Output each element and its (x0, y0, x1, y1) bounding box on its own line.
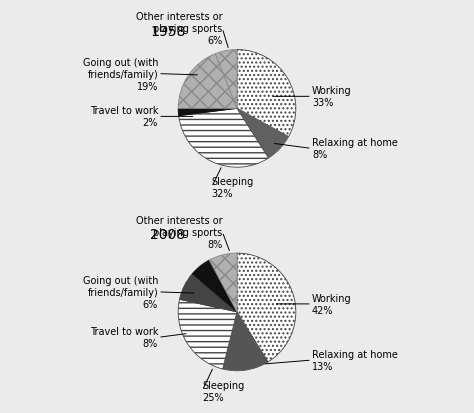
Text: Other interests or
playing sports
8%: Other interests or playing sports 8% (136, 215, 222, 249)
Text: Going out (with
friends/family)
19%: Going out (with friends/family) 19% (82, 57, 158, 91)
Text: Travel to work
8%: Travel to work 8% (90, 327, 158, 349)
Text: Sleeping
25%: Sleeping 25% (202, 380, 245, 402)
Wedge shape (179, 109, 269, 168)
Wedge shape (178, 299, 237, 369)
Wedge shape (192, 261, 237, 312)
Wedge shape (178, 55, 237, 109)
Wedge shape (215, 50, 237, 109)
Text: Going out (with
friends/family)
6%: Going out (with friends/family) 6% (82, 275, 158, 309)
Wedge shape (237, 254, 296, 362)
Text: Travel to work
2%: Travel to work 2% (90, 106, 158, 128)
Wedge shape (209, 254, 237, 312)
Text: 2008: 2008 (150, 228, 185, 242)
Text: Relaxing at home
13%: Relaxing at home 13% (312, 349, 398, 371)
Text: Working
42%: Working 42% (312, 293, 352, 315)
Text: Sleeping
32%: Sleeping 32% (211, 177, 254, 199)
Text: Other interests or
playing sports
6%: Other interests or playing sports 6% (136, 12, 222, 46)
Wedge shape (237, 109, 289, 159)
Wedge shape (178, 109, 237, 116)
Text: Working
33%: Working 33% (312, 86, 352, 108)
Wedge shape (223, 312, 268, 371)
Text: Relaxing at home
8%: Relaxing at home 8% (312, 138, 398, 160)
Text: 1958: 1958 (150, 25, 185, 39)
Wedge shape (237, 50, 296, 138)
Wedge shape (180, 274, 237, 312)
